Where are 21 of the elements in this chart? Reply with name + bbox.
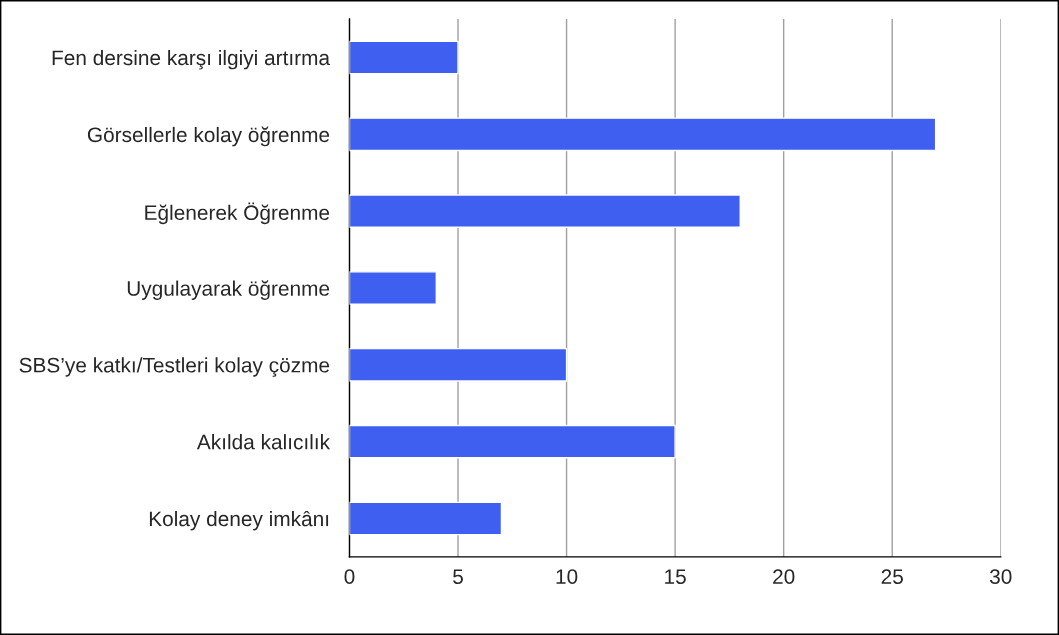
bar xyxy=(349,501,503,536)
x-tick-label: 5 xyxy=(453,569,463,584)
x-tick-label: 20 xyxy=(773,569,795,584)
y-tick-label: Akılda kalıcılık xyxy=(196,434,331,450)
y-tick-label: Görsellerle kolay öğrenme xyxy=(87,126,330,147)
x-tick-label: 10 xyxy=(556,569,578,584)
bar xyxy=(349,40,459,75)
x-tick-label: 15 xyxy=(665,569,686,584)
bar xyxy=(349,424,676,459)
y-tick-label: Uygulayarak öğrenme xyxy=(127,280,330,300)
y-tick-label: Eğlenerek Öğrenme xyxy=(145,202,330,225)
bar xyxy=(349,117,937,152)
x-tick-label: 30 xyxy=(989,569,1012,584)
x-tick-label: 25 xyxy=(881,569,903,584)
bar xyxy=(349,271,438,305)
y-tick-label: SBS’ye katkı/Testleri kolay çözme xyxy=(19,357,330,377)
bar xyxy=(349,194,741,228)
y-tick-label: Fen dersine karşı ilgiyi artırma xyxy=(52,49,331,70)
y-tick-label: Kolay deney imkânı xyxy=(149,510,329,531)
bar xyxy=(349,347,568,382)
x-tick-label: 0 xyxy=(344,569,355,584)
